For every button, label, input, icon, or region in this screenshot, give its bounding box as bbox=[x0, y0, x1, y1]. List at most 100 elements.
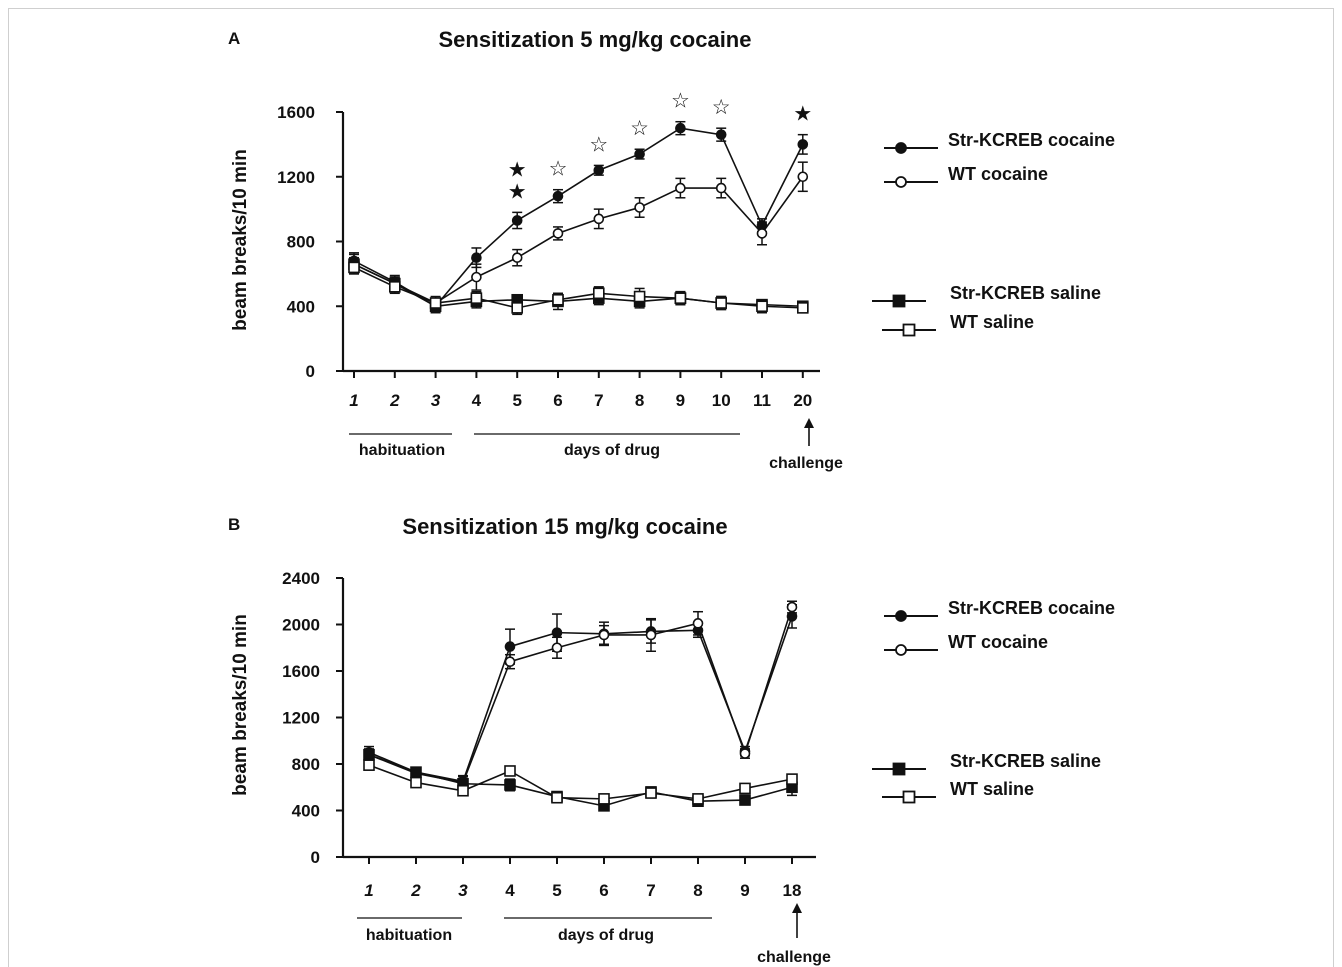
data-point bbox=[552, 190, 564, 202]
data-point bbox=[504, 656, 516, 668]
data-point bbox=[715, 182, 727, 194]
data-point bbox=[504, 641, 516, 652]
series-str-kcreb-cocaine bbox=[348, 120, 809, 314]
data-point bbox=[504, 765, 516, 777]
significance-star: ★ bbox=[793, 103, 812, 126]
y-axis-label: beam breaks/10 min bbox=[230, 149, 251, 331]
series-str-kcreb-cocaine bbox=[363, 603, 798, 788]
series-str-kcreb-saline bbox=[363, 748, 798, 812]
x-tick-label: 8 bbox=[635, 391, 644, 410]
legend-item-str-kcreb-saline: Str-KCREB saline bbox=[872, 283, 1101, 308]
data-point bbox=[363, 748, 375, 761]
x-tick-label: 7 bbox=[646, 881, 655, 900]
panel-label: B bbox=[228, 515, 240, 534]
x-tick-label: 7 bbox=[594, 391, 603, 410]
y-tick-label: 0 bbox=[311, 848, 320, 867]
data-point bbox=[633, 290, 646, 303]
x-tick-label: 3 bbox=[458, 881, 468, 900]
legend-label: Str-KCREB saline bbox=[950, 283, 1101, 303]
chart-title: Sensitization 15 mg/kg cocaine bbox=[402, 514, 727, 539]
legend-item-wt-saline: WT saline bbox=[882, 312, 1034, 337]
data-point bbox=[756, 300, 768, 313]
y-tick-label: 800 bbox=[292, 755, 320, 774]
x-tick-label: 8 bbox=[693, 881, 702, 900]
drug-days-label: days of drug bbox=[564, 442, 660, 459]
data-point bbox=[551, 642, 563, 654]
data-point bbox=[645, 787, 657, 799]
data-point bbox=[645, 629, 657, 641]
data-point bbox=[551, 791, 563, 804]
data-point bbox=[674, 292, 687, 304]
data-point bbox=[348, 261, 360, 274]
data-point bbox=[511, 215, 523, 226]
challenge-arrow-icon bbox=[792, 903, 802, 913]
data-point bbox=[796, 302, 809, 314]
data-point bbox=[457, 784, 469, 797]
legend-item-str-kcreb-saline: Str-KCREB saline bbox=[872, 751, 1101, 776]
significance-star: ☆ bbox=[671, 90, 690, 113]
legend-label: WT saline bbox=[950, 779, 1034, 799]
data-point bbox=[739, 794, 751, 806]
legend-label: WT saline bbox=[950, 312, 1034, 332]
series-str-kcreb-saline bbox=[348, 256, 809, 313]
legend-marker bbox=[902, 790, 916, 804]
data-point bbox=[592, 287, 605, 300]
x-tick-label: 4 bbox=[472, 391, 482, 410]
x-tick-label: 10 bbox=[712, 391, 731, 410]
x-tick-label: 11 bbox=[753, 391, 771, 410]
y-tick-label: 2400 bbox=[282, 569, 320, 588]
data-point bbox=[471, 252, 482, 263]
data-point bbox=[797, 139, 809, 150]
series-line bbox=[368, 753, 793, 807]
series-wt-saline bbox=[348, 260, 809, 316]
legend-marker bbox=[895, 644, 907, 656]
data-point bbox=[675, 122, 686, 134]
legend-label: Str-KCREB saline bbox=[950, 751, 1101, 771]
y-tick-label: 400 bbox=[287, 297, 315, 316]
x-tick-label: 2 bbox=[389, 391, 400, 410]
legend-item-wt-cocaine: WT cocaine bbox=[884, 164, 1048, 188]
legend-item-str-kcreb-cocaine: Str-KCREB cocaine bbox=[884, 598, 1115, 622]
challenge-label: challenge bbox=[769, 455, 843, 472]
series-line bbox=[368, 764, 793, 800]
series-line bbox=[353, 176, 804, 304]
series-wt-cocaine bbox=[363, 600, 798, 790]
legend-label: Str-KCREB cocaine bbox=[948, 598, 1115, 618]
chart-panel-a: A Sensitization 5 mg/kg cocaine beam break… bbox=[228, 27, 1115, 472]
data-point bbox=[634, 148, 645, 160]
chart-title: Sensitization 5 mg/kg cocaine bbox=[439, 27, 752, 52]
x-tick-label: 2 bbox=[410, 881, 421, 900]
series-wt-saline bbox=[363, 759, 798, 805]
figure-frame bbox=[8, 8, 1334, 967]
y-tick-label: 0 bbox=[306, 362, 315, 381]
significance-star: ☆ bbox=[630, 117, 649, 140]
y-tick-label: 800 bbox=[287, 233, 315, 252]
x-tick-label: 20 bbox=[793, 391, 812, 410]
legend-item-str-kcreb-cocaine: Str-KCREB cocaine bbox=[884, 130, 1115, 154]
data-point bbox=[470, 292, 483, 304]
legend-marker bbox=[895, 176, 907, 188]
x-tick-label: 4 bbox=[505, 881, 515, 900]
y-tick-label: 2000 bbox=[282, 616, 320, 635]
data-point bbox=[634, 202, 645, 213]
x-tick-label: 5 bbox=[552, 881, 561, 900]
x-tick-label: 1 bbox=[349, 391, 358, 410]
data-point bbox=[363, 759, 375, 771]
challenge-arrow-icon bbox=[804, 418, 814, 428]
x-tick-label: 5 bbox=[512, 391, 521, 410]
data-point bbox=[552, 293, 564, 306]
legend-label: WT cocaine bbox=[948, 164, 1048, 184]
x-tick-label: 3 bbox=[431, 391, 441, 410]
data-point bbox=[511, 252, 523, 263]
data-point bbox=[598, 793, 610, 805]
habituation-label: habituation bbox=[366, 927, 452, 944]
significance-star: ★ bbox=[508, 158, 527, 181]
data-point bbox=[786, 773, 798, 785]
x-tick-label: 9 bbox=[740, 881, 749, 900]
legend-item-wt-cocaine: WT cocaine bbox=[884, 632, 1048, 656]
data-point bbox=[388, 281, 401, 293]
x-tick-label: 9 bbox=[676, 391, 685, 410]
data-point bbox=[552, 228, 564, 239]
x-tick-label: 6 bbox=[553, 391, 562, 410]
